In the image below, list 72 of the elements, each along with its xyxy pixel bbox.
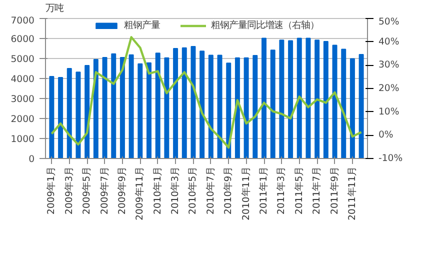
y-tick-label: 6000	[10, 34, 35, 45]
y2-tick-label: 50%	[378, 16, 400, 28]
bar	[49, 76, 54, 158]
bar	[314, 40, 320, 158]
bar	[279, 40, 284, 158]
bar	[323, 41, 328, 158]
bar	[350, 58, 355, 158]
bar	[358, 54, 364, 158]
x-tick-label: 2010年5月	[188, 166, 199, 214]
y-tick-label: 5000	[10, 54, 35, 65]
x-tick-label: 2009年1月	[46, 166, 58, 214]
x-tick-label: 2010年9月	[223, 166, 234, 214]
x-tick-label: 2011年7月	[312, 166, 323, 214]
x-tick-label: 2011年1月	[258, 166, 270, 214]
bar	[296, 38, 302, 158]
bar	[76, 72, 81, 158]
y-tick-label: 3000	[10, 94, 35, 105]
bar	[252, 55, 258, 158]
bar	[155, 52, 160, 158]
x-tick-label: 2009年7月	[99, 166, 110, 214]
y2-tick-label: 40%	[378, 36, 400, 48]
x-tick-label: 2009年9月	[116, 166, 128, 214]
x-tick-label: 2011年5月	[294, 166, 305, 214]
bar	[217, 54, 222, 158]
x-tick-label: 2010年7月	[205, 166, 216, 214]
x-tick-label: 2011年3月	[276, 166, 288, 214]
bar	[306, 38, 311, 158]
bar	[128, 54, 134, 158]
bar	[288, 40, 294, 158]
x-tick-label: 2009年11月	[134, 166, 146, 220]
bar	[120, 57, 125, 158]
legend-label: 粗钢产量同比增速（右轴）	[211, 19, 319, 32]
y-tick-label: 0	[28, 154, 35, 165]
bar	[58, 77, 64, 158]
x-tick-label: 2010年1月	[152, 166, 164, 214]
bar	[226, 62, 232, 158]
x-tick-label: 2009年3月	[64, 166, 75, 214]
bar	[164, 57, 170, 158]
x-tick-label: 2011年11月	[346, 166, 358, 220]
bar	[332, 44, 338, 158]
y-tick-label: 4000	[10, 74, 35, 85]
bar	[200, 50, 205, 158]
y2-tick-label: 0%	[378, 130, 394, 141]
bar	[190, 46, 196, 158]
bar	[93, 59, 98, 158]
bar	[102, 57, 108, 158]
legend-label: 粗钢产量	[124, 19, 160, 32]
line-series	[50, 36, 362, 149]
bar	[341, 48, 346, 158]
bar	[182, 47, 187, 158]
y-tick-label: 1000	[10, 134, 35, 145]
bar	[208, 54, 214, 158]
y-tick-label: 2000	[10, 114, 35, 125]
bar	[66, 68, 72, 158]
bar	[262, 38, 266, 158]
bar	[173, 48, 178, 158]
y2-tick-label: 20%	[378, 83, 400, 94]
bar	[234, 57, 240, 158]
y-axis-title: 万吨	[46, 3, 64, 14]
y-tick-label: 7000	[10, 16, 35, 26]
x-tick-label: 2010年3月	[170, 166, 182, 214]
x-tick-label: 2011年9月	[329, 166, 340, 214]
bar	[111, 53, 116, 158]
y2-tick-label: 10%	[378, 106, 400, 118]
bar	[270, 50, 276, 158]
x-tick-label: 2009年5月	[82, 166, 93, 214]
bar	[138, 63, 143, 158]
y2-tick-label: 30%	[378, 60, 400, 71]
bar	[244, 57, 249, 158]
y2-tick-label: -10%	[378, 153, 403, 164]
bar	[146, 62, 152, 158]
x-tick-label: 2010年11月	[240, 166, 252, 220]
